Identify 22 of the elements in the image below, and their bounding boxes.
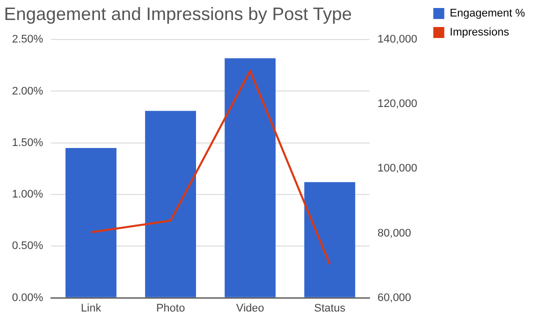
- legend-label: Engagement %: [450, 8, 526, 20]
- x-tick-label: Video: [236, 302, 264, 314]
- y-tick-label: 0.50%: [12, 240, 44, 252]
- y-tick-label: 1.00%: [12, 188, 44, 201]
- x-tick-label: Status: [314, 302, 346, 314]
- y2-tick-label: 100,000: [378, 162, 418, 175]
- y-tick-label: 2.50%: [12, 34, 44, 46]
- legend-label: Impressions: [450, 26, 510, 39]
- y2-tick-label: 80,000: [378, 227, 412, 240]
- x-tick-label: Link: [80, 302, 102, 314]
- bar: [224, 58, 276, 298]
- bar: [66, 148, 116, 298]
- y-tick-label: 0.00%: [12, 292, 44, 304]
- y-tick-label: 1.50%: [12, 136, 44, 149]
- y2-tick-label: 60,000: [378, 292, 412, 304]
- y2-tick-label: 140,000: [378, 34, 418, 46]
- bar: [145, 110, 196, 298]
- y2-tick-label: 120,000: [378, 98, 418, 110]
- bar: [304, 182, 356, 298]
- y-tick-label: 2.00%: [12, 85, 44, 98]
- chart-title: Engagement and Impressions by Post Type: [4, 4, 352, 24]
- x-tick-label: Photo: [156, 302, 185, 314]
